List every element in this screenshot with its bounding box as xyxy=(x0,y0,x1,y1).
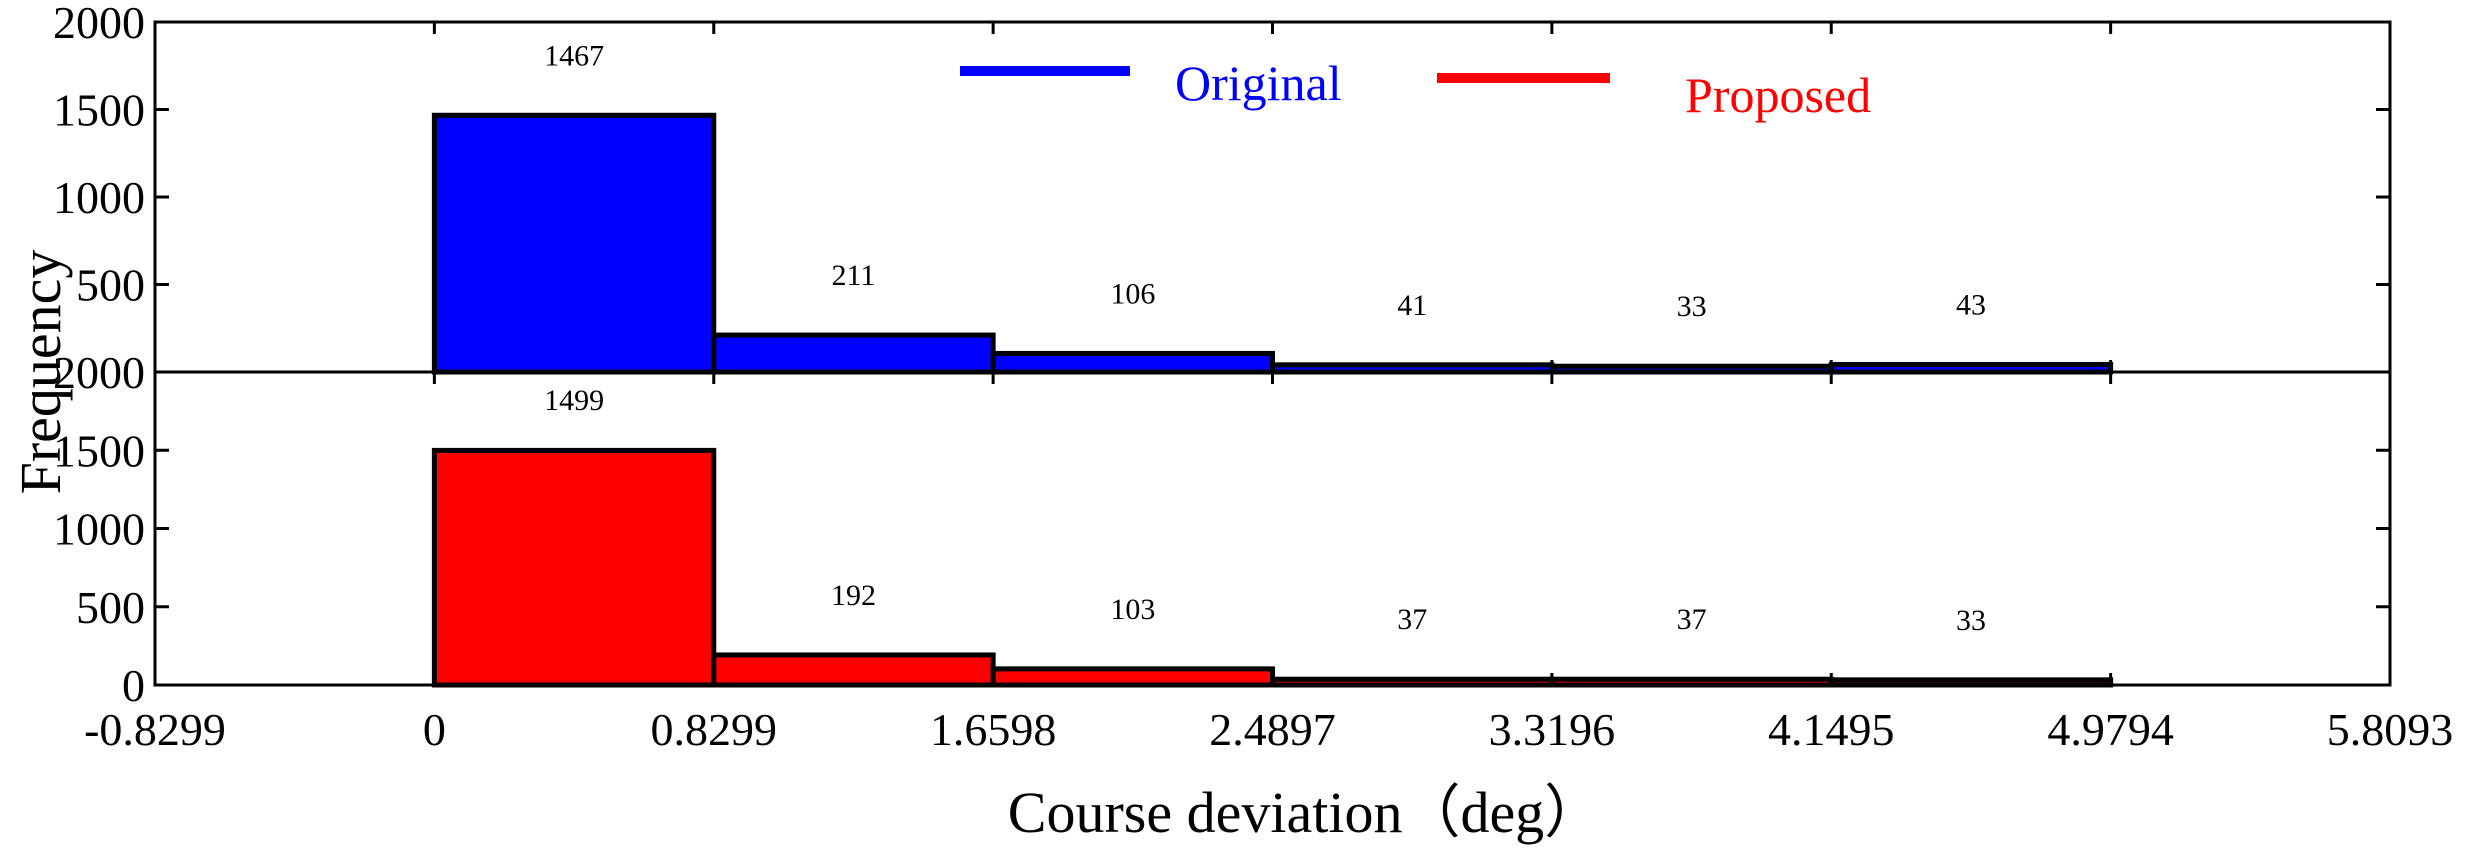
x-axis-title: Course deviation（deg） xyxy=(1008,780,1602,845)
y-tick-label-original-3: 500 xyxy=(76,260,145,311)
y-tick-label-proposed-1: 1500 xyxy=(53,425,145,476)
data-label-original-5: 43 xyxy=(1956,288,1986,321)
y-ticks-original: 2000 1500 1000 500 xyxy=(53,0,2392,372)
data-label-proposed-5: 33 xyxy=(1956,604,1986,637)
bar-proposed-0 xyxy=(431,447,717,688)
legend-label-original: Original xyxy=(1175,55,1342,111)
data-labels-original: 1467 211 106 41 33 43 xyxy=(544,39,1986,323)
x-tick-label-8: 5.8093 xyxy=(2327,704,2454,755)
x-axis-ticks: -0.8299 0 0.8299 1.6598 2.4897 3.3196 4.1495 4.… xyxy=(84,704,2453,755)
data-label-proposed-2: 103 xyxy=(1110,593,1155,626)
data-label-proposed-3: 37 xyxy=(1397,603,1427,636)
bars-original xyxy=(431,112,2114,375)
y-tick-label-proposed-4: 0 xyxy=(122,660,145,711)
bar-original-1 xyxy=(711,332,996,375)
y-tick-label-original-1: 1500 xyxy=(53,85,145,136)
data-label-original-3: 41 xyxy=(1397,289,1427,322)
bar-original-2 xyxy=(990,350,1275,375)
y-tick-label-original-0: 2000 xyxy=(53,0,145,48)
legend-label-proposed: Proposed xyxy=(1685,67,1871,123)
data-label-proposed-1: 192 xyxy=(831,579,876,612)
y-tick-label-proposed-2: 1000 xyxy=(53,504,145,555)
legend: Original Proposed xyxy=(960,55,1871,123)
y-tick-label-proposed-3: 500 xyxy=(76,582,145,633)
data-labels-proposed: 1499 192 103 37 37 33 xyxy=(544,384,1986,637)
panel-original: 1467 211 106 41 33 43 2000 1500 1000 500 xyxy=(53,0,2392,375)
y-tick-label-proposed-0: 2000 xyxy=(53,347,145,398)
panel-proposed: 1499 192 103 37 37 33 2000 1500 1000 500 0 xyxy=(53,347,2392,711)
y-ticks-proposed: 2000 1500 1000 500 0 xyxy=(53,347,2392,711)
data-label-original-4: 33 xyxy=(1677,290,1707,323)
x-tick-label-6: 4.1495 xyxy=(1768,704,1895,755)
x-tick-label-1: 0 xyxy=(423,704,446,755)
data-label-original-0: 1467 xyxy=(544,39,604,72)
bar-proposed-2 xyxy=(990,666,1275,688)
bar-original-0 xyxy=(431,112,717,375)
data-label-original-2: 106 xyxy=(1110,277,1155,310)
y-tick-label-original-2: 1000 xyxy=(53,172,145,223)
x-tick-label-0: -0.8299 xyxy=(84,704,226,755)
x-tick-label-3: 1.6598 xyxy=(930,704,1057,755)
data-label-proposed-0: 1499 xyxy=(544,384,604,417)
x-tick-label-2: 0.8299 xyxy=(651,704,778,755)
x-tick-label-5: 3.3196 xyxy=(1489,704,1616,755)
plot-frame xyxy=(153,20,2392,687)
x-tick-label-4: 2.4897 xyxy=(1209,704,1336,755)
panel-border-1 xyxy=(153,370,2392,687)
bar-proposed-1 xyxy=(711,652,996,688)
y-axis-title: Frequency xyxy=(8,250,73,495)
bars-proposed xyxy=(431,447,2114,688)
data-label-original-1: 211 xyxy=(831,259,875,292)
x-tick-label-7: 4.9794 xyxy=(2047,704,2174,755)
data-label-proposed-4: 37 xyxy=(1677,603,1707,636)
